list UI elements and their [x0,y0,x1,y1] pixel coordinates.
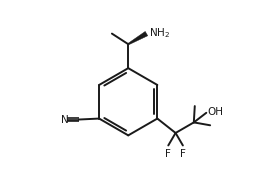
Text: N: N [61,114,68,125]
Polygon shape [128,31,148,45]
Text: F: F [180,149,186,159]
Text: OH: OH [208,107,224,117]
Text: F: F [165,149,171,159]
Text: NH$_2$: NH$_2$ [149,26,170,40]
